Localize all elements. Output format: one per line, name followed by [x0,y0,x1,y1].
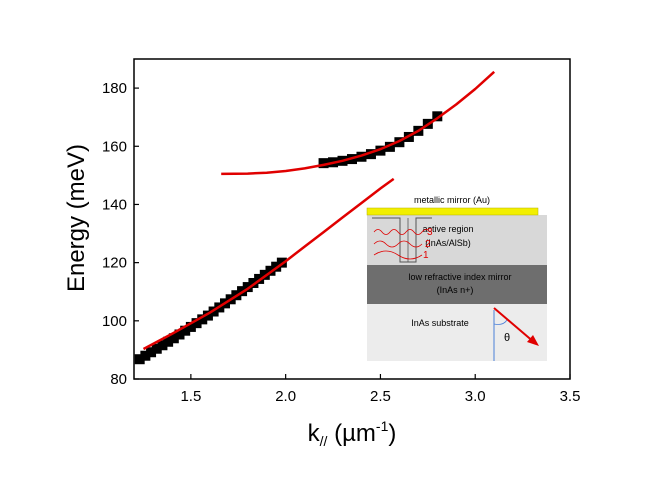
x-axis-title: k// (µm-1) [308,418,397,449]
data-point [140,350,151,361]
inset-active-label-1: active region [422,224,473,234]
data-point [384,141,395,152]
data-point [191,318,202,329]
inset-level-3-wave [373,229,431,235]
x-tick-label: 2.5 [370,388,391,405]
data-point [242,282,253,293]
y-tick-label: 80 [110,371,127,388]
data-point [146,347,157,358]
x-tick-label: 3.5 [560,388,581,405]
y-tick-label: 100 [102,313,127,330]
x-tick-label: 2.0 [275,388,296,405]
curves-layer [142,70,496,351]
data-point [248,278,259,288]
data-point [365,149,376,160]
inset-gold-mirror [366,207,539,216]
data-point [157,340,168,351]
x-tick-label: 1.5 [180,388,201,405]
x-tick-label: 3.0 [465,388,486,405]
inset-emission-arrow [493,307,536,344]
inset-level-1-wave [373,250,423,260]
data-point [151,343,162,354]
data-point [254,273,265,284]
data-point [168,333,179,344]
inset-level-3-label: 3 [427,227,433,238]
inset-schematic: metallic mirror (Au) active region (InAs… [366,195,547,361]
data-point [318,158,329,169]
inset-mirror-label: metallic mirror (Au) [414,195,490,205]
data-point [375,145,386,156]
data-point [174,329,185,340]
inset-substrate-label: InAs substrate [411,318,469,328]
data-point [163,336,174,347]
inset-low-index-label-2: (InAs n+) [437,285,474,295]
inset-active-layer [367,215,547,265]
plot-frame [133,58,571,380]
series-line [221,70,496,176]
inset-angle-label: θ [504,332,510,344]
data-point [197,314,208,325]
series-line [142,177,395,351]
y-tick-label: 120 [102,255,127,272]
data-point [202,310,213,321]
inset-level-2-label: 2 [425,239,431,250]
data-point [134,354,145,365]
y-tick-label: 180 [102,80,127,97]
data-point [432,111,443,122]
inset-low-index-label-1: low refractive index mirror [408,272,511,282]
data-point [180,325,191,336]
data-point [185,321,196,332]
y-tick-label: 140 [102,196,127,213]
inset-substrate-layer [367,303,547,361]
inset-arrow-head [527,335,539,346]
inset-active-label-2: (InAs/AlSb) [425,238,471,248]
y-axis-title: Energy (meV) [63,144,90,292]
inset-level-2-wave [373,240,423,248]
inset-angle-arc [493,319,508,325]
ticks-layer: 1.5 2.0 2.5 3.0 3.5 80 100 120 140 160 180 [102,80,580,405]
inset-level-1-label: 1 [423,250,429,261]
inset-low-index-layer [367,264,547,304]
y-tick-label: 160 [102,138,127,155]
